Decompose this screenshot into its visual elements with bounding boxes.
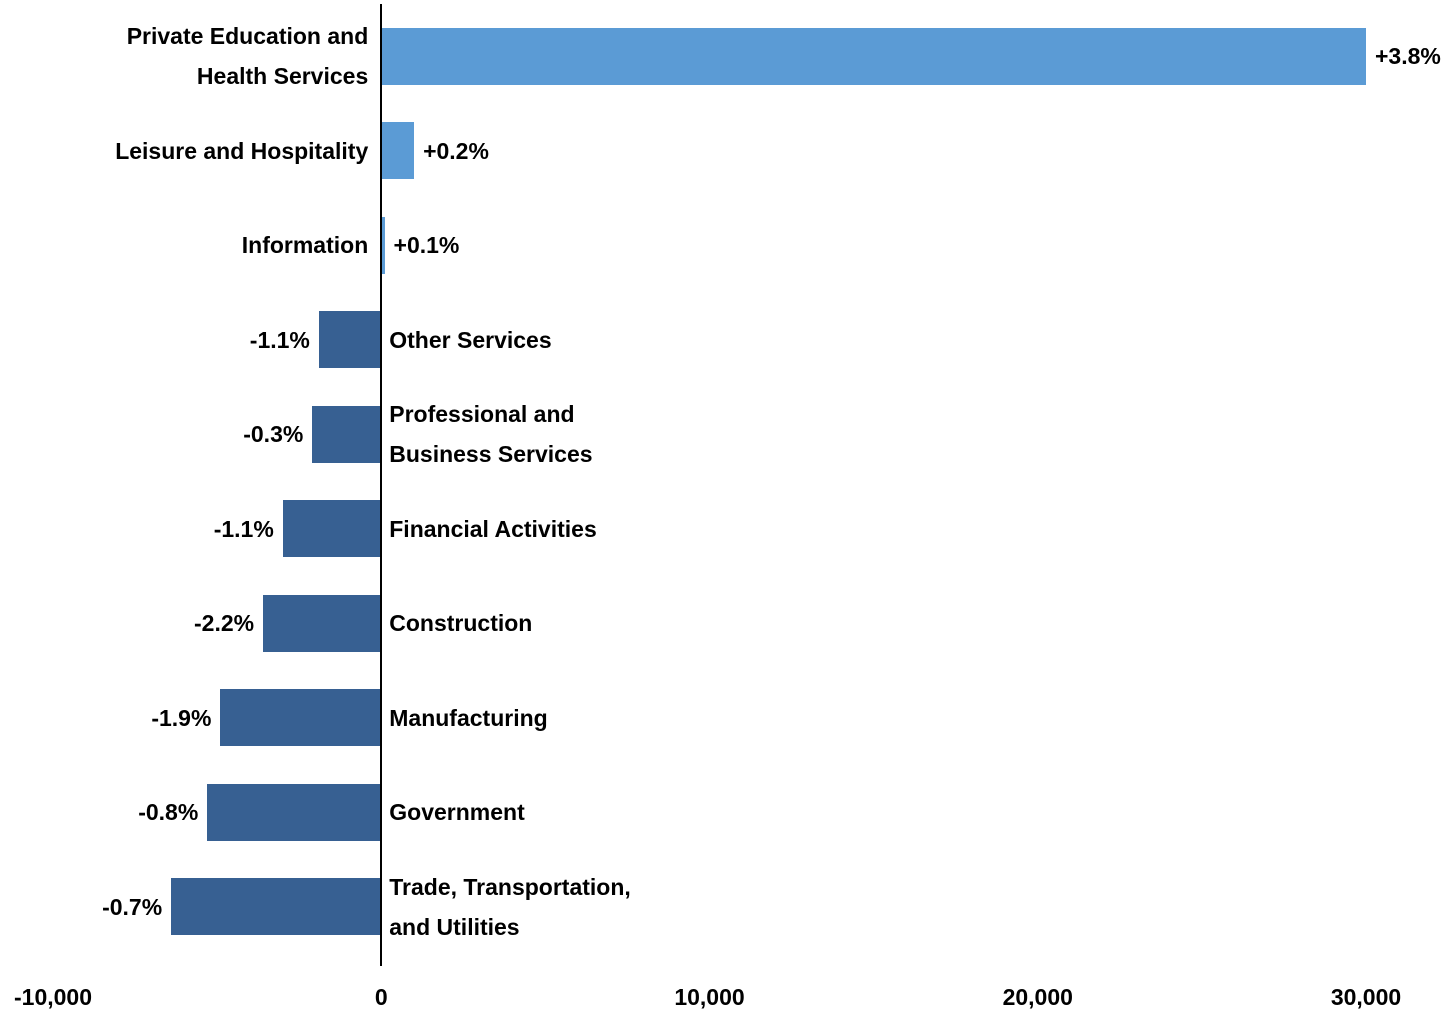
x-tick-label: 10,000 bbox=[674, 984, 745, 1010]
value-label: +0.1% bbox=[393, 232, 460, 259]
value-label: -0.7% bbox=[102, 893, 163, 920]
value-label: +3.8% bbox=[1375, 43, 1441, 70]
category-label: Government bbox=[389, 799, 525, 826]
value-label: -2.2% bbox=[194, 610, 255, 637]
value-label: +0.2% bbox=[423, 137, 489, 164]
bar bbox=[171, 878, 382, 936]
bar bbox=[318, 311, 382, 369]
bar bbox=[381, 216, 385, 274]
x-tick-label: -10,000 bbox=[13, 984, 93, 1010]
bar bbox=[220, 689, 382, 747]
zero-axis bbox=[380, 4, 383, 966]
bar bbox=[312, 405, 382, 463]
category-label: Leisure and Hospitality bbox=[115, 137, 369, 164]
value-label: -0.3% bbox=[243, 421, 304, 448]
bar bbox=[381, 27, 1366, 85]
category-label: Information bbox=[241, 232, 369, 259]
category-label: Professional and Business Services bbox=[389, 401, 593, 468]
value-label: -1.1% bbox=[249, 326, 310, 353]
category-label: Financial Activities bbox=[389, 515, 597, 542]
category-label: Trade, Transportation, and Utilities bbox=[389, 873, 631, 940]
value-label: -1.9% bbox=[151, 704, 212, 731]
value-label: -1.1% bbox=[213, 515, 274, 542]
category-label: Other Services bbox=[389, 326, 552, 353]
bar bbox=[282, 500, 382, 558]
value-label: -0.8% bbox=[138, 799, 199, 826]
bar bbox=[381, 122, 415, 180]
category-label: Manufacturing bbox=[389, 704, 548, 731]
bar bbox=[263, 594, 382, 652]
x-tick-label: 30,000 bbox=[1330, 984, 1402, 1010]
x-tick-label: 20,000 bbox=[1002, 984, 1073, 1010]
category-label: Private Education and Health Services bbox=[126, 23, 369, 90]
x-tick-label: 0 bbox=[374, 984, 388, 1010]
bar bbox=[207, 783, 382, 841]
category-label: Construction bbox=[389, 610, 533, 637]
